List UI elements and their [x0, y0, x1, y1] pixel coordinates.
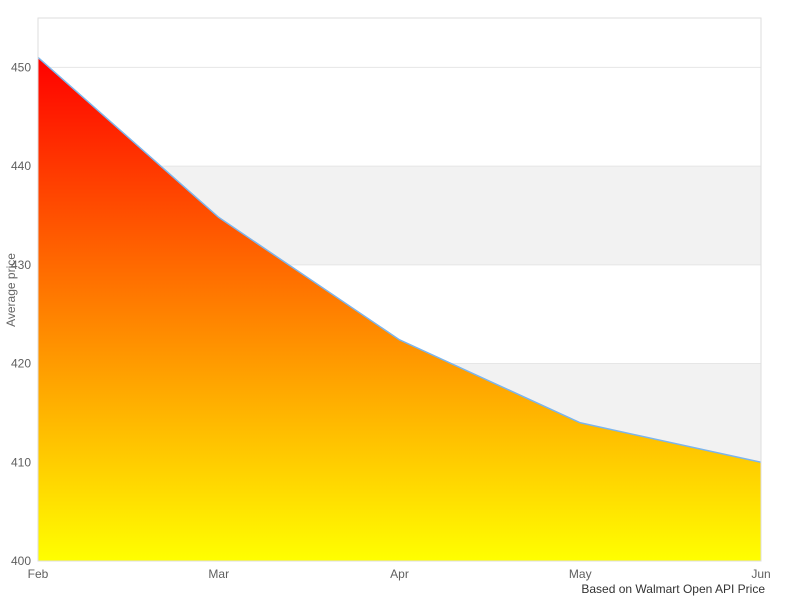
x-tick-label: Apr [390, 567, 409, 581]
chart-caption: Based on Walmart Open API Price [581, 582, 765, 596]
y-tick-label: 420 [11, 357, 31, 371]
area-series [38, 57, 761, 562]
plot-border [37, 17, 762, 562]
x-tick-label: May [569, 567, 592, 581]
y-tick-label: 400 [11, 554, 31, 568]
y-tick-label: 410 [11, 455, 31, 469]
x-tick-label: Jun [751, 567, 770, 581]
line-series [37, 56, 762, 464]
y-tick-label: 440 [11, 159, 31, 173]
x-tick-label: Feb [28, 567, 49, 581]
x-tick-label: Mar [208, 567, 229, 581]
y-axis-title: Average price [4, 253, 18, 327]
y-tick-label: 450 [11, 60, 31, 74]
y-tick-label: 430 [11, 258, 31, 272]
